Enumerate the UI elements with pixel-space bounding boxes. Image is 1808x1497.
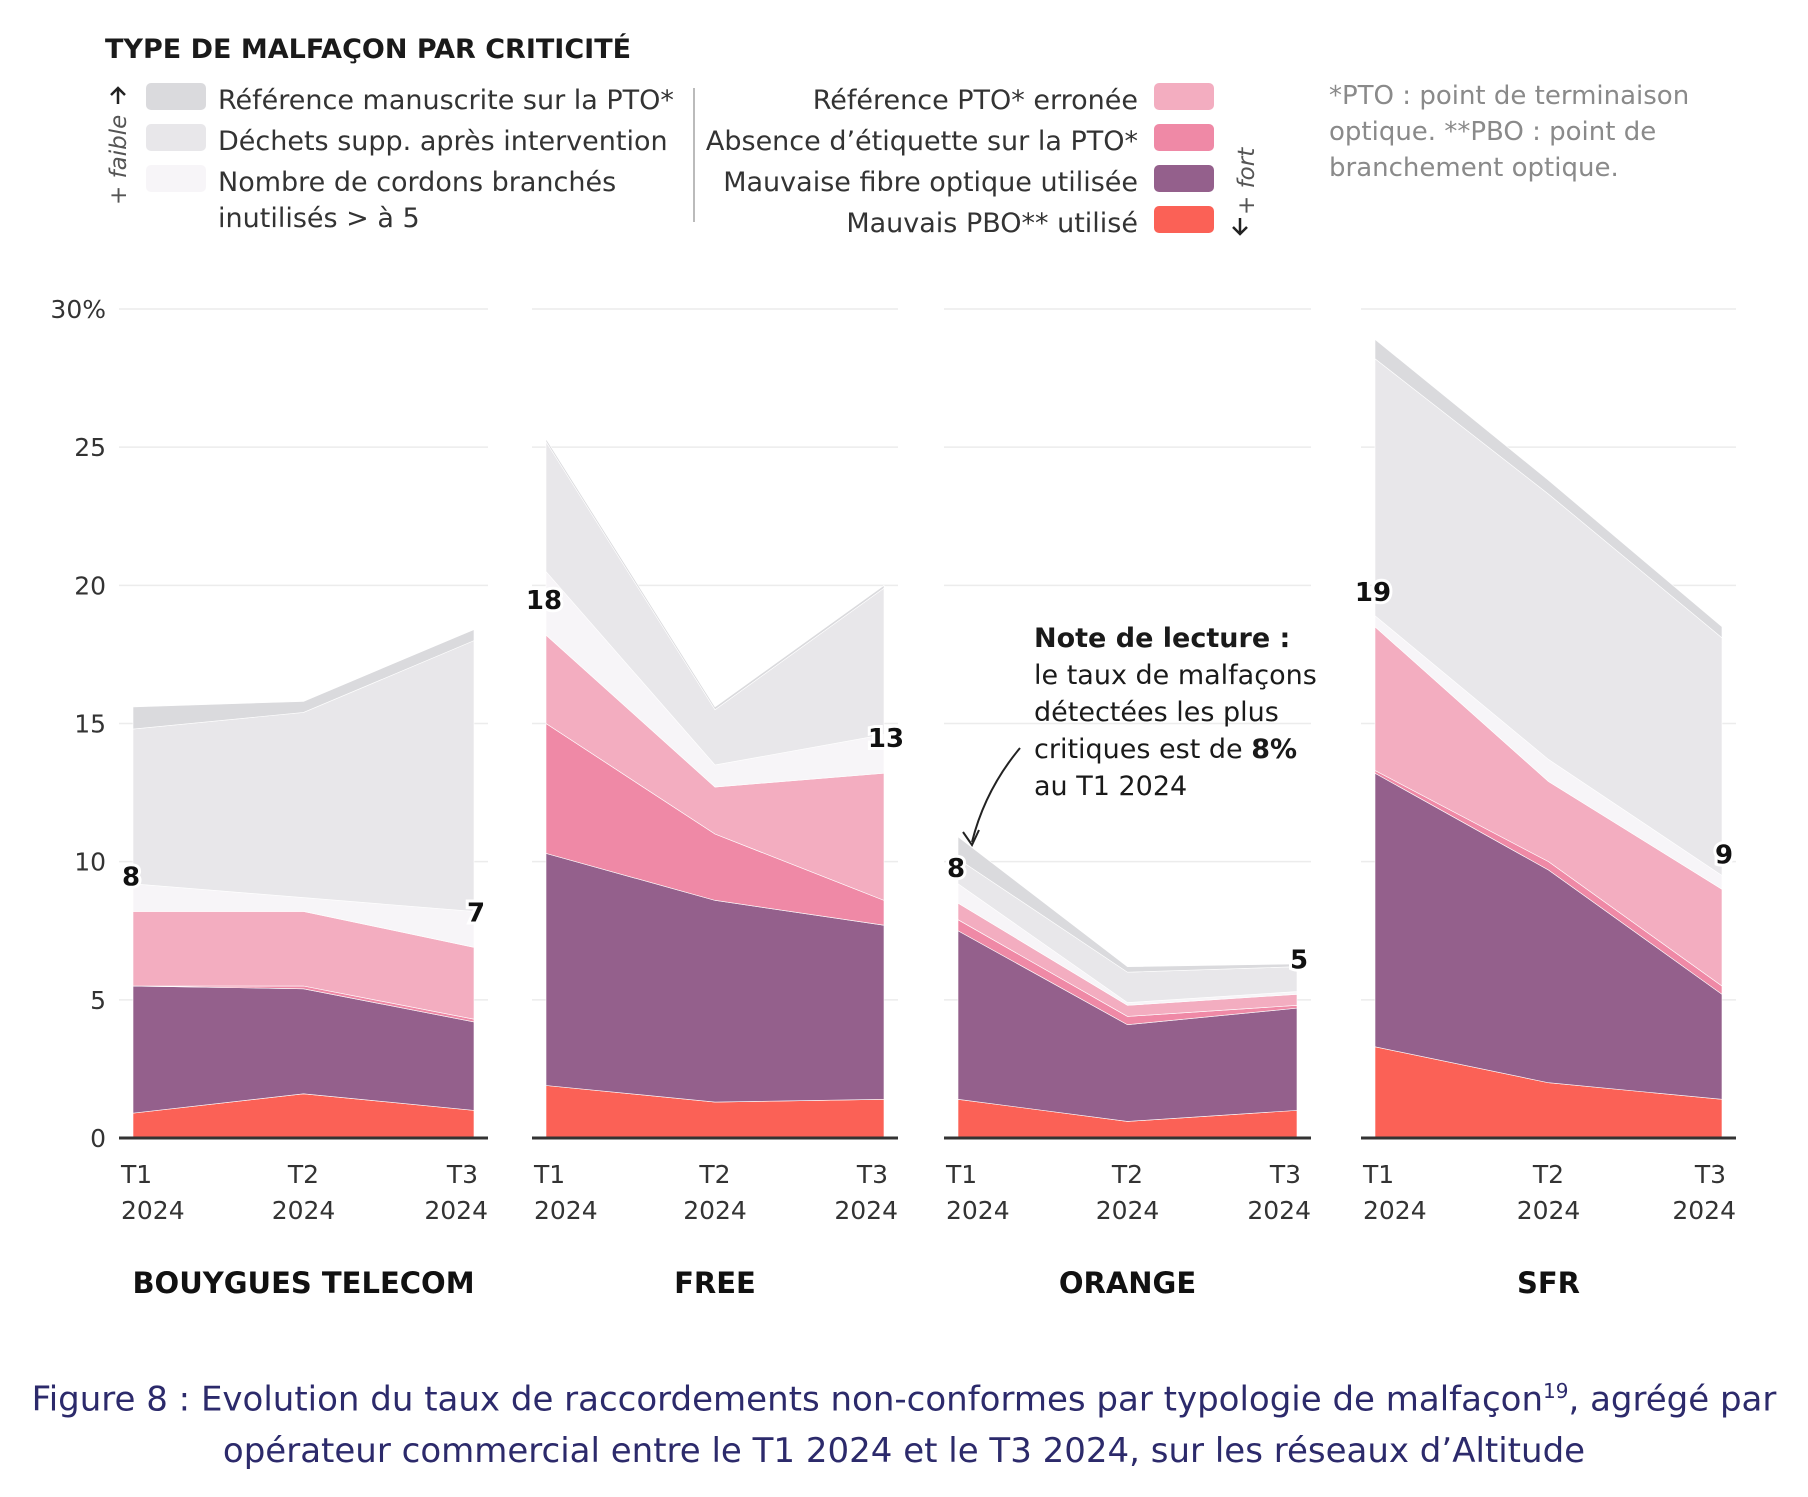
y-axis: 30% 25 20 15 10 5 0: [50, 295, 106, 1153]
reading-note-line-4: au T1 2024: [1034, 771, 1187, 802]
x-tick-label-3-2-1: 2024: [1672, 1196, 1736, 1225]
reading-note: Note de lecture : le taux de malfaçons dét…: [962, 623, 1317, 848]
data-label-last-2: 5: [1290, 945, 1308, 975]
x-tick-label-2-1-0: T2: [1111, 1160, 1143, 1189]
x-tick-label-1-2-0: T3: [856, 1160, 888, 1189]
legend-swatch-left-0: [146, 83, 206, 110]
reading-note-line-2: détectées les plus: [1034, 697, 1279, 728]
arrow-head-icon: [962, 829, 980, 848]
x-tick-label-3-1-1: 2024: [1517, 1196, 1581, 1225]
y-tick-label-6: 0: [90, 1124, 106, 1153]
area-1-6: [545, 437, 885, 711]
data-label-last-0: 7: [467, 898, 485, 928]
caption-line1-end: , agrégé par: [1568, 1379, 1777, 1420]
x-tick-label-3-2-0: T3: [1694, 1160, 1726, 1189]
caption-superscript: 19: [1543, 1379, 1569, 1403]
reading-note-line-3: critiques est de 8%: [1034, 734, 1297, 765]
x-tick-label-2-2-1: 2024: [1247, 1196, 1311, 1225]
footnote-line-1: optique. **PBO : point de: [1329, 117, 1656, 147]
x-tick-label-0-2-0: T3: [446, 1160, 478, 1189]
x-tick-label-0-0-1: 2024: [121, 1196, 185, 1225]
x-tick-label-3-0-0: T1: [1362, 1160, 1394, 1189]
x-tick-label-2-1-1: 2024: [1096, 1196, 1160, 1225]
data-label-last-1: 13: [868, 724, 904, 754]
y-tick-label-1: 25: [74, 433, 106, 462]
reading-note-bold-value: 8%: [1251, 734, 1297, 765]
caption-line2: opérateur commercial entre le T1 2024 et…: [222, 1431, 1586, 1472]
legend: TYPE DE MALFAÇON PAR CRITICITÉ Référence …: [105, 33, 1260, 239]
area-2-6: [957, 836, 1298, 973]
legend-swatch-left-1: [146, 124, 206, 151]
legend-label-left-2-1: inutilisés > à 5: [218, 203, 420, 234]
legend-swatch-right-1: [1154, 124, 1214, 151]
panel-title-3: SFR: [1517, 1266, 1580, 1300]
legend-swatch-right-3: [1154, 206, 1214, 233]
legend-label-right-2: Mauvaise fibre optique utilisée: [723, 167, 1138, 198]
x-tick-label-0-2-1: 2024: [424, 1196, 488, 1225]
arrow-down-icon: [1232, 218, 1248, 236]
legend-swatch-right-0: [1154, 83, 1214, 110]
x-tick-label-0-1-1: 2024: [272, 1196, 336, 1225]
area-2-1: [957, 930, 1298, 1122]
legend-label-right-1: Absence d’étiquette sur la PTO*: [706, 126, 1138, 157]
data-label-first-2: 8: [947, 854, 965, 884]
panel-0: T1 2024 T2 2024 T3 2024 BOUYGUES TELECOM 8 7: [119, 629, 488, 1300]
y-tick-label-4: 10: [74, 848, 106, 877]
data-label-first-1: 18: [526, 586, 562, 616]
x-tick-label-2-0-0: T1: [945, 1160, 977, 1189]
x-tick-label-2-0-1: 2024: [946, 1196, 1010, 1225]
legend-swatch-right-2: [1154, 165, 1214, 192]
footnote-line-2: branchement optique.: [1329, 153, 1619, 183]
x-tick-label-0-1-0: T2: [287, 1160, 319, 1189]
legend-label-right-0: Référence PTO* erronée: [813, 85, 1138, 116]
x-tick-label-1-0-0: T1: [533, 1160, 565, 1189]
y-tick-label-0: 30%: [50, 295, 106, 324]
reading-note-arrow: [971, 747, 1021, 843]
y-tick-label-3: 15: [74, 710, 106, 739]
panel-title-1: FREE: [674, 1266, 756, 1300]
legend-swatch-left-2: [146, 165, 206, 192]
data-label-first-0: 8: [122, 862, 140, 892]
x-tick-label-2-2-0: T3: [1269, 1160, 1301, 1189]
data-label-first-3: 19: [1355, 578, 1391, 608]
area-3-6: [1374, 338, 1723, 639]
x-tick-label-3-0-1: 2024: [1363, 1196, 1427, 1225]
legend-label-left-0-0: Référence manuscrite sur la PTO*: [218, 85, 674, 116]
panels: T1 2024 T2 2024 T3 2024 BOUYGUES TELECOM 8 7 T1 20…: [119, 338, 1736, 1300]
legend-label-left-1-0: Déchets supp. après intervention: [218, 126, 668, 157]
panel-1: T1 2024 T2 2024 T3 2024 FREE 18 13: [523, 437, 907, 1300]
data-label-last-3: 9: [1715, 840, 1733, 870]
legend-label-left-2-0: Nombre de cordons branchés: [218, 167, 616, 198]
legend-title: TYPE DE MALFAÇON PAR CRITICITÉ: [105, 33, 631, 65]
reading-note-title: Note de lecture :: [1034, 623, 1290, 654]
legend-label-right-3: Mauvais PBO** utilisé: [846, 208, 1138, 239]
footnote: *PTO : point de terminaison optique. **PB…: [1329, 81, 1689, 183]
x-tick-label-1-1-0: T2: [698, 1160, 730, 1189]
area-0-5: [132, 640, 475, 912]
x-tick-label-3-1-0: T2: [1532, 1160, 1564, 1189]
figure-caption: Figure 8 : Evolution du taux de raccorde…: [20, 1365, 1788, 1477]
x-tick-label-1-1-1: 2024: [683, 1196, 747, 1225]
footnote-line-0: *PTO : point de terminaison: [1329, 81, 1689, 111]
x-tick-label-0-0-0: T1: [120, 1160, 152, 1189]
y-tick-label-5: 5: [90, 986, 106, 1015]
area-0-6: [132, 629, 475, 730]
x-tick-label-1-2-1: 2024: [834, 1196, 898, 1225]
legend-low-hint: + faible: [106, 115, 132, 205]
panel-3: T1 2024 T2 2024 T3 2024 SFR 19 9: [1352, 338, 1736, 1300]
panel-2: T1 2024 T2 2024 T3 2024 ORANGE 8 5: [944, 836, 1311, 1300]
x-tick-label-1-0-1: 2024: [534, 1196, 598, 1225]
legend-high-hint: + fort: [1234, 147, 1260, 215]
panel-title-0: BOUYGUES TELECOM: [132, 1266, 474, 1300]
y-tick-label-2: 20: [74, 571, 106, 600]
reading-note-line-1: le taux de malfaçons: [1034, 660, 1317, 691]
caption-line1: Figure 8 : Evolution du taux de raccorde…: [31, 1379, 1544, 1420]
arrow-up-icon: [110, 86, 126, 104]
panel-title-2: ORANGE: [1059, 1266, 1196, 1300]
